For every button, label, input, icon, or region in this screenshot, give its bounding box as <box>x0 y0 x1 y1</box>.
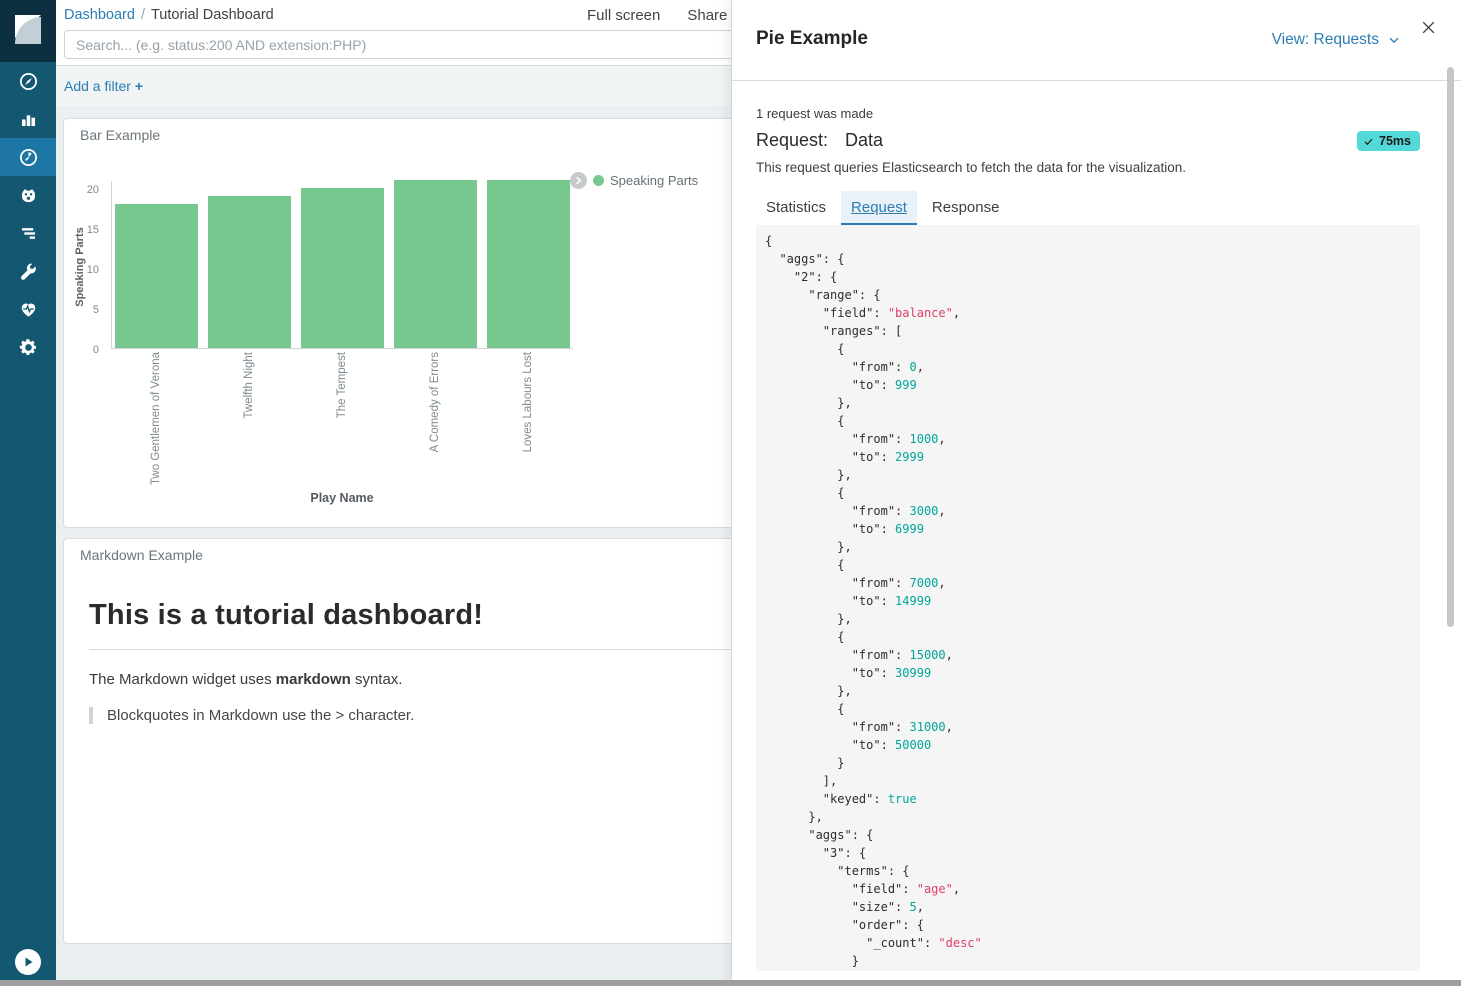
inspector-tabs: Statistics Request Response <box>756 191 1437 225</box>
bar-2[interactable] <box>301 188 384 348</box>
markdown-heading: This is a tutorial dashboard! <box>89 599 484 631</box>
sidebar-collapse-button[interactable] <box>15 949 41 975</box>
panel-title: Bar Example <box>80 127 161 143</box>
wrench-icon <box>20 263 36 280</box>
gear-icon <box>19 338 36 355</box>
x-tick-label[interactable]: The Tempest <box>336 352 348 419</box>
bar-4[interactable] <box>487 180 570 348</box>
sidebar-item-management[interactable] <box>0 328 56 366</box>
add-filter-button[interactable]: Add a filter + <box>64 78 144 94</box>
markdown-blockquote: Blockquotes in Markdown use the > charac… <box>89 707 740 724</box>
sidebar-item-monitoring[interactable] <box>0 290 56 328</box>
panel-title: Markdown Example <box>80 547 203 563</box>
chart-legend: Speaking Parts <box>570 172 698 189</box>
x-axis-title: Play Name <box>310 491 374 505</box>
y-tick-label: 5 <box>92 304 99 316</box>
request-name: Data <box>845 130 884 150</box>
lines-icon <box>21 227 35 239</box>
sidebar-item-dev-tools[interactable] <box>0 252 56 290</box>
breadcrumb-current: Tutorial Dashboard <box>150 7 274 23</box>
request-label: Request: <box>756 130 829 150</box>
y-tick-label: 20 <box>86 184 99 196</box>
request-description: This request queries Elasticsearch to fe… <box>756 160 1186 175</box>
legend-toggle-icon[interactable] <box>570 172 587 189</box>
request-count-text: 1 request was made <box>756 106 874 121</box>
markdown-divider <box>89 649 740 650</box>
legend-label[interactable]: Speaking Parts <box>610 173 699 188</box>
x-axis-labels: Two Gentlemen of Verona Twelfth Night The … <box>111 352 573 500</box>
y-tick-label: 0 <box>92 344 99 356</box>
heartbeat-icon <box>21 302 35 317</box>
sidebar-item-timelion[interactable] <box>0 176 56 214</box>
chevron-down-icon <box>1389 37 1399 44</box>
horizontal-scrollbar[interactable] <box>0 980 1461 986</box>
duration-badge: 75ms <box>1357 131 1420 151</box>
y-tick-label: 15 <box>86 224 99 236</box>
bar-3[interactable] <box>394 180 477 348</box>
close-button[interactable] <box>1418 17 1439 43</box>
kibana-logo-icon <box>14 15 42 44</box>
flyout-body: 1 request was made Request: Data 75ms Th… <box>732 81 1461 971</box>
tab-response[interactable]: Response <box>931 199 1000 216</box>
sidebar-item-logging[interactable] <box>0 214 56 252</box>
view-requests-dropdown[interactable]: View: Requests <box>1272 31 1401 49</box>
y-tick-label: 10 <box>86 264 99 276</box>
sidebar-item-dashboard[interactable] <box>0 138 56 176</box>
close-icon <box>1422 21 1435 34</box>
tab-request[interactable]: Request <box>841 191 917 225</box>
breadcrumb: Dashboard / Tutorial Dashboard <box>64 7 274 23</box>
y-axis-ticks: 0 5 10 15 20 <box>64 181 106 356</box>
fullscreen-button[interactable]: Full screen <box>587 7 661 24</box>
share-button[interactable]: Share <box>687 7 728 24</box>
breadcrumb-separator: / <box>140 7 145 23</box>
markdown-paragraph: The Markdown widget uses markdown syntax… <box>89 671 403 688</box>
bar-chart-icon <box>21 114 35 126</box>
legend-color-dot <box>593 175 604 186</box>
x-tick-label[interactable]: A Comedy of Errors <box>429 352 442 453</box>
panel-markdown-example: Markdown Example This is a tutorial dash… <box>63 538 741 944</box>
vertical-scrollbar[interactable] <box>1447 67 1454 627</box>
markdown-content: This is a tutorial dashboard! The Markdo… <box>89 583 740 724</box>
bar-0[interactable] <box>115 204 198 348</box>
compass-icon <box>19 72 37 90</box>
sidebar-item-discover[interactable] <box>0 62 56 100</box>
request-inspector-flyout: Pie Example View: Requests 1 request was… <box>731 0 1461 986</box>
x-tick-label[interactable]: Two Gentlemen of Verona <box>149 352 162 485</box>
x-tick-label[interactable]: Loves Labours Lost <box>522 352 535 453</box>
tab-statistics[interactable]: Statistics <box>766 199 827 216</box>
play-circle-icon <box>25 957 33 967</box>
sidebar-item-visualize[interactable] <box>0 100 56 138</box>
kibana-logo[interactable] <box>0 0 56 62</box>
plus-icon: + <box>134 78 144 94</box>
request-row: Request: Data <box>756 130 1437 151</box>
x-tick-label[interactable]: Twelfth Night <box>242 352 255 419</box>
bar-1[interactable] <box>208 196 291 348</box>
request-json-code[interactable]: { "aggs": { "2": { "range": { "field": "… <box>756 225 1420 971</box>
breadcrumb-dashboard-link[interactable]: Dashboard <box>64 7 135 23</box>
face-icon <box>21 188 35 202</box>
gauge-icon <box>19 148 37 166</box>
flyout-title: Pie Example <box>756 28 868 49</box>
bar-chart-bars <box>111 180 573 349</box>
panel-bar-example: Bar Example Speaking Parts Speaking Part… <box>63 118 741 528</box>
topbar-actions: Full screen Share <box>587 7 727 24</box>
app-sidebar <box>0 0 56 986</box>
flyout-header: Pie Example View: Requests <box>732 0 1461 81</box>
check-icon <box>1364 138 1373 145</box>
